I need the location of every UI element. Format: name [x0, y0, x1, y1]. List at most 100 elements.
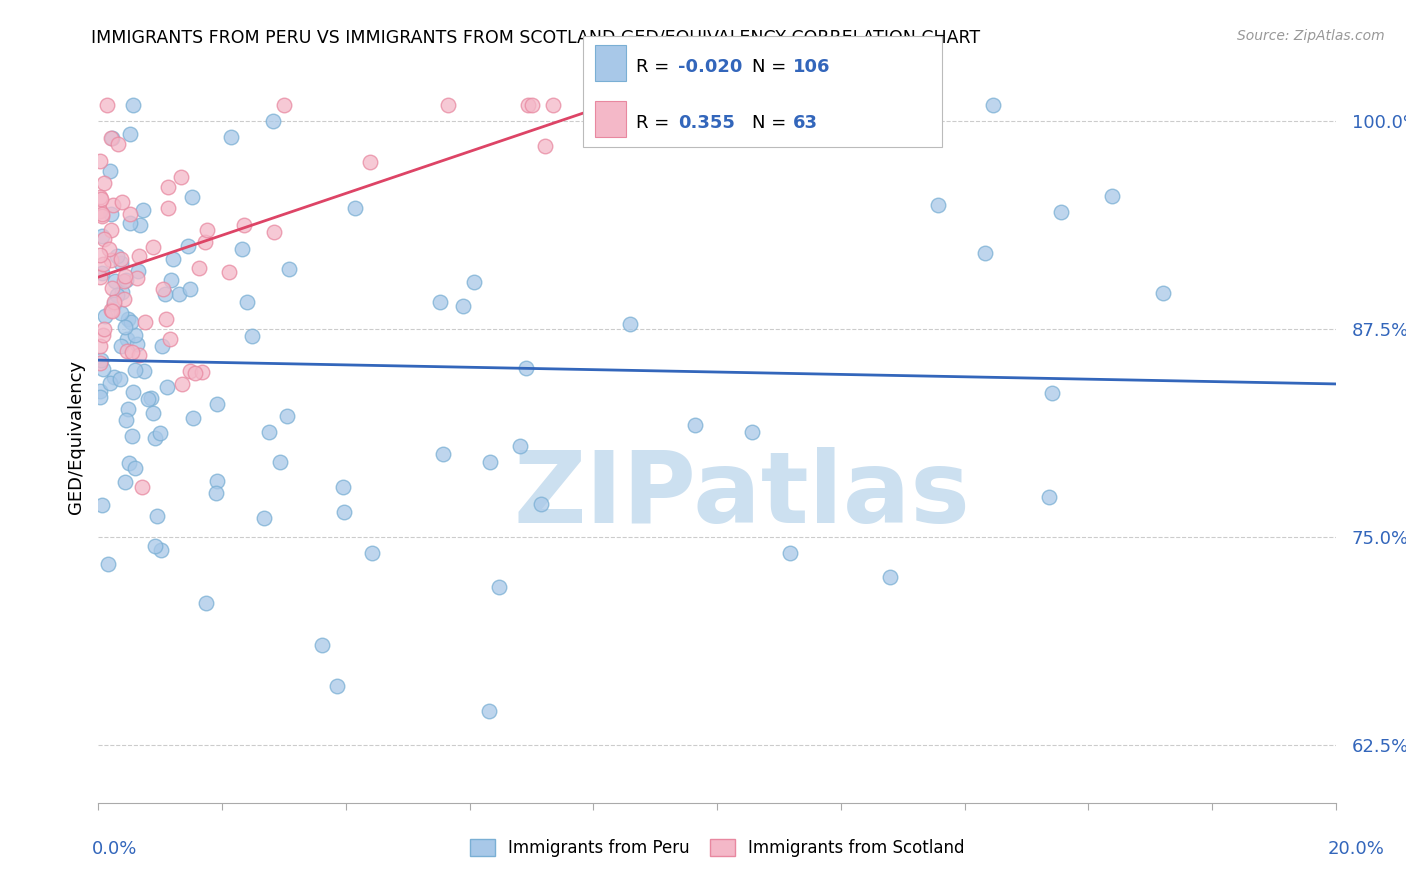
Point	[683, 417, 706, 432]
Point	[150, 543, 173, 558]
Point	[253, 511, 276, 525]
Text: IMMIGRANTS FROM PERU VS IMMIGRANTS FROM SCOTLAND GED/EQUIVALENCY CORRELATION CHA: IMMIGRANTS FROM PERU VS IMMIGRANTS FROM …	[91, 29, 980, 46]
Text: ZIPatlas: ZIPatlas	[513, 447, 970, 544]
Point	[432, 447, 454, 461]
Point	[156, 180, 179, 194]
Point	[91, 229, 114, 244]
Point	[219, 130, 242, 145]
Point	[93, 322, 115, 336]
Point	[188, 261, 211, 276]
Point	[143, 539, 166, 553]
Point	[619, 317, 641, 331]
Point	[136, 392, 159, 406]
Point	[108, 372, 131, 386]
Point	[89, 248, 111, 262]
Point	[1040, 386, 1063, 401]
Point	[89, 203, 111, 218]
Point	[103, 370, 125, 384]
Point	[326, 680, 349, 694]
Point	[103, 297, 125, 311]
Point	[170, 169, 193, 184]
Point	[478, 705, 501, 719]
Point	[120, 315, 142, 329]
Text: 0.0%: 0.0%	[91, 840, 136, 858]
Point	[453, 299, 475, 313]
Point	[1152, 285, 1174, 300]
Point	[127, 264, 149, 278]
Point	[741, 425, 763, 439]
Point	[131, 480, 153, 494]
Point	[360, 547, 382, 561]
Point	[98, 376, 121, 390]
Point	[181, 411, 204, 425]
Point	[257, 425, 280, 439]
Point	[125, 270, 148, 285]
Point	[98, 164, 121, 178]
Point	[105, 249, 128, 263]
Point	[111, 195, 134, 210]
Point	[146, 508, 169, 523]
Point	[110, 339, 132, 353]
Point	[121, 428, 143, 442]
Text: 63: 63	[793, 113, 818, 132]
Point	[107, 136, 129, 151]
Point	[1101, 189, 1123, 203]
Point	[156, 380, 179, 394]
Point	[110, 252, 132, 266]
Point	[333, 505, 356, 519]
Point	[118, 127, 141, 141]
Point	[162, 252, 184, 266]
Text: N =: N =	[752, 113, 786, 132]
Point	[236, 295, 259, 310]
Point	[124, 460, 146, 475]
Point	[120, 207, 142, 221]
Point	[114, 475, 136, 489]
Point	[93, 176, 115, 190]
Point	[111, 285, 134, 299]
Point	[115, 272, 138, 286]
Point	[89, 154, 111, 169]
Point	[100, 207, 122, 221]
Point	[100, 252, 122, 267]
Point	[117, 312, 139, 326]
Point	[983, 97, 1005, 112]
Point	[509, 439, 531, 453]
Point	[101, 281, 124, 295]
Point	[90, 498, 112, 512]
Point	[90, 192, 112, 206]
Point	[343, 201, 366, 215]
Point	[115, 343, 138, 358]
Text: 20.0%: 20.0%	[1329, 840, 1385, 858]
Point	[89, 356, 111, 370]
Point	[132, 203, 155, 218]
Y-axis label: GED/Equivalency: GED/Equivalency	[66, 360, 84, 514]
Point	[89, 339, 111, 353]
Point	[89, 390, 111, 404]
Point	[114, 320, 136, 334]
Point	[142, 406, 165, 420]
Point	[277, 262, 299, 277]
Point	[125, 336, 148, 351]
Text: N =: N =	[752, 58, 786, 76]
Point	[191, 365, 214, 379]
Point	[112, 292, 135, 306]
Point	[359, 154, 381, 169]
Point	[91, 257, 114, 271]
Point	[1038, 490, 1060, 504]
Point	[91, 266, 114, 280]
Point	[150, 339, 173, 353]
Point	[114, 413, 136, 427]
Point	[97, 558, 120, 572]
Point	[100, 223, 122, 237]
Point	[124, 363, 146, 377]
Point	[114, 269, 136, 284]
Point	[121, 97, 143, 112]
Point	[184, 366, 207, 380]
Point	[463, 275, 485, 289]
Point	[101, 197, 124, 211]
Point	[311, 638, 333, 652]
Point	[96, 97, 118, 112]
Text: R =: R =	[636, 113, 669, 132]
Point	[103, 295, 125, 310]
Point	[129, 218, 152, 232]
